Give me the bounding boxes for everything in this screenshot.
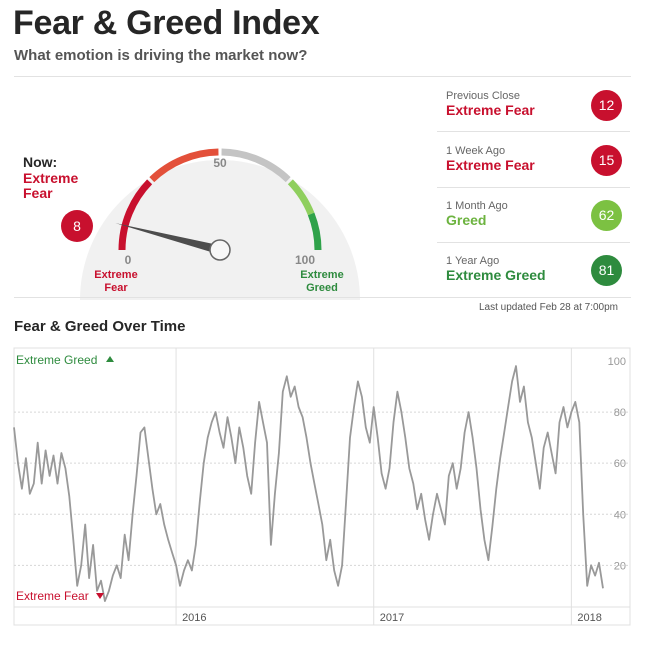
history-item-1-week-ago: 1 Week Ago Extreme Fear 15 — [446, 145, 630, 187]
history-value-text: Greed — [446, 212, 487, 228]
history-item-previous-close: Previous Close Extreme Fear 12 — [446, 90, 630, 132]
x-tick-label: 2018 — [577, 612, 601, 624]
history-divider — [437, 242, 630, 243]
gauge-arc-extreme-fear — [118, 179, 153, 251]
history-divider — [437, 131, 630, 132]
annotation-extreme-greed: Extreme Greed — [16, 353, 97, 367]
y-tick-label: 40 — [614, 509, 626, 521]
history-value-text: Extreme Greed — [446, 267, 546, 283]
gauge-tick-100: 100 — [295, 253, 315, 267]
history-label: 1 Month Ago — [446, 200, 508, 212]
page-title: Fear & Greed Index — [13, 4, 320, 42]
history-value-badge: 15 — [591, 145, 622, 176]
gauge-label-extreme-greed-1: Extreme — [300, 269, 343, 281]
gauge-tick-0: 0 — [125, 253, 132, 267]
gauge-needle — [115, 223, 222, 255]
gauge-arc-extreme-greed — [307, 212, 322, 251]
gauge-hub — [209, 239, 231, 261]
header-divider — [14, 76, 631, 77]
history-value-text: Extreme Fear — [446, 157, 535, 173]
history-value-text: Extreme Fear — [446, 102, 535, 118]
gauge-label-extreme-fear-1: Extreme — [94, 269, 137, 281]
gauge-background — [80, 160, 360, 300]
history-label: 1 Week Ago — [446, 145, 506, 157]
gauge-arc-fear — [149, 148, 219, 183]
y-tick-label: 80 — [614, 407, 626, 419]
history-item-1-month-ago: 1 Month Ago Greed 62 — [446, 200, 630, 242]
fear-greed-over-time-chart: 20 40 60 80 100 2016 2017 2018 Extreme Greed Extr… — [13, 347, 631, 626]
page-subtitle: What emotion is driving the market now? — [14, 47, 308, 64]
gauge-value-text: 8 — [73, 218, 81, 234]
series-line — [13, 365, 604, 602]
chart-frame — [13, 347, 631, 626]
y-tick-label: 100 — [608, 356, 626, 368]
gauge-arc-neutral — [221, 148, 291, 183]
gauge-value-badge: 8 — [61, 210, 93, 242]
triangle-down-icon — [96, 593, 104, 599]
last-updated: Last updated Feb 28 at 7:00pm — [479, 302, 618, 313]
history-label: Previous Close — [446, 90, 520, 102]
y-tick-label: 20 — [614, 560, 626, 572]
x-tick-label: 2016 — [182, 612, 206, 624]
annotation-extreme-fear: Extreme Fear — [16, 589, 89, 603]
y-tick-label: 60 — [614, 458, 626, 470]
history-value-badge: 81 — [591, 255, 622, 286]
history-label: 1 Year Ago — [446, 255, 500, 267]
gauge-divider — [14, 297, 631, 298]
chart-title: Fear & Greed Over Time — [14, 318, 186, 335]
triangle-up-icon — [106, 356, 114, 362]
history-divider — [437, 187, 630, 188]
gauge-label-extreme-greed-2: Greed — [306, 282, 338, 294]
gauge-label-extreme-fear-2: Fear — [104, 282, 128, 294]
history-value-badge: 12 — [591, 90, 622, 121]
gauge-tick-50: 50 — [213, 156, 227, 170]
history-item-1-year-ago: 1 Year Ago Extreme Greed 81 — [446, 255, 630, 297]
history-value-badge: 62 — [591, 200, 622, 231]
gauge-arc-greed — [287, 179, 315, 216]
now-label: Now: — [23, 154, 58, 170]
fear-greed-gauge: 0 50 100 Extreme Fear Extreme Greed — [80, 148, 360, 300]
x-tick-label: 2017 — [380, 612, 404, 624]
now-value: Extreme Fear — [23, 170, 79, 201]
